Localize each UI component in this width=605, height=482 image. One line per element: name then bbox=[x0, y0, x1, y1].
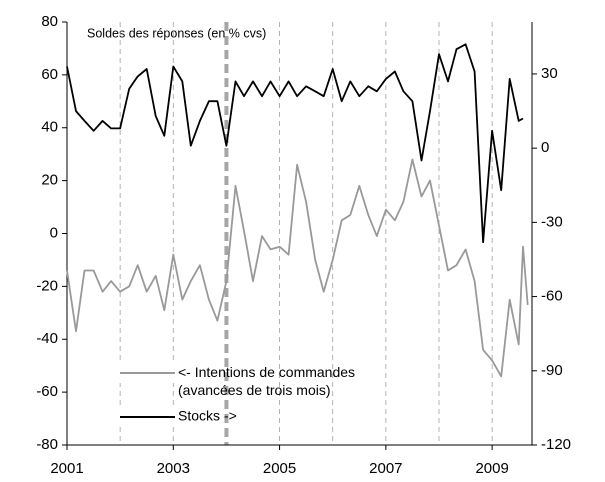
legend-label: <- Intentions de commandes (avancées de t… bbox=[178, 364, 355, 398]
x-tick-label: 2003 bbox=[157, 460, 190, 477]
y-tick-label: 80 bbox=[41, 13, 58, 30]
series-line bbox=[66, 158, 529, 378]
x-tick-label: 2001 bbox=[50, 460, 83, 477]
y-tick-label: 0 bbox=[50, 224, 58, 241]
x-tick-label: 2007 bbox=[369, 460, 402, 477]
y-tick-label: -80 bbox=[36, 436, 58, 453]
y-tick-label: 20 bbox=[41, 172, 58, 189]
x-tick-label: 2005 bbox=[263, 460, 296, 477]
annotation: Soldes des réponses (en % cvs) bbox=[87, 26, 266, 40]
y-tick-label: -40 bbox=[36, 330, 58, 347]
y-tick-label: 60 bbox=[41, 66, 58, 83]
y2-tick-label: -90 bbox=[541, 362, 563, 379]
y-tick-label: 40 bbox=[41, 119, 58, 136]
y2-tick-label: -60 bbox=[541, 288, 563, 305]
y2-tick-label: -120 bbox=[541, 436, 571, 453]
y-tick-label: -60 bbox=[36, 383, 58, 400]
x-tick-label: 2009 bbox=[475, 460, 508, 477]
legend-label: Stocks -> bbox=[178, 408, 237, 424]
y2-tick-label: 30 bbox=[541, 65, 558, 82]
series-line bbox=[66, 43, 524, 244]
y-tick-label: -20 bbox=[36, 277, 58, 294]
y2-tick-label: -30 bbox=[541, 213, 563, 230]
y2-tick-label: 0 bbox=[541, 139, 549, 156]
